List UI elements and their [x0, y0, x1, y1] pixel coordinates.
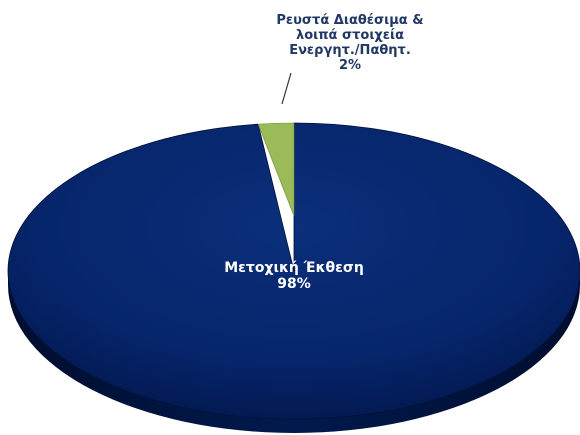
data-label-equity-line: 98% [277, 276, 311, 292]
data-label-equity: Μετοχική Έκθεση 98% [224, 260, 364, 292]
data-label-cash: Ρευστά Διαθέσιμα & λοιπά στοιχεία Ενεργητ.… [276, 13, 423, 73]
data-label-cash-line: Ρευστά Διαθέσιμα & [276, 13, 423, 28]
leader-line [281, 72, 292, 105]
data-label-cash-line: λοιπά στοιχεία [296, 28, 404, 43]
pie-slice-cash [257, 122, 295, 217]
pie-labels: Μετοχική Έκθεση 98% Ρευστά Διαθέσιμα & λοιπ… [224, 13, 423, 292]
data-label-cash-line: 2% [339, 58, 361, 73]
data-label-cash-line: Ενεργητ./Παθητ. [289, 43, 411, 58]
data-label-equity-line: Μετοχική Έκθεση [224, 260, 364, 276]
pie-slices [7, 122, 580, 433]
pie-slice-equity [7, 122, 580, 420]
